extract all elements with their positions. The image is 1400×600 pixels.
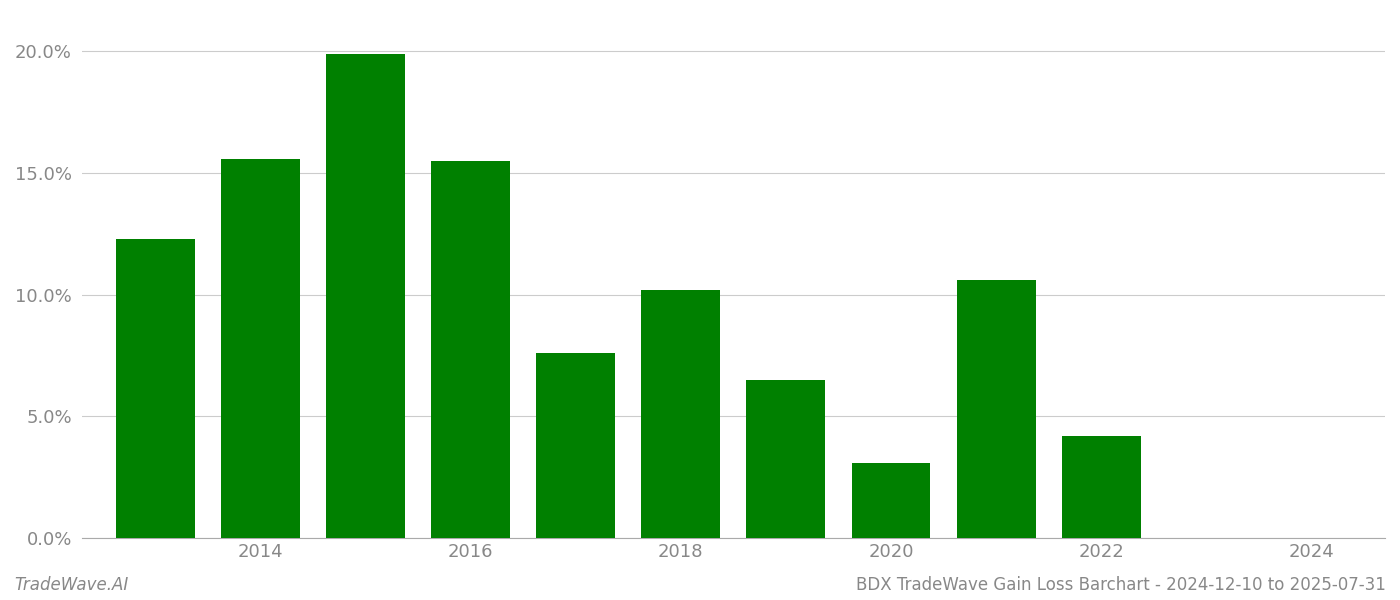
Text: BDX TradeWave Gain Loss Barchart - 2024-12-10 to 2025-07-31: BDX TradeWave Gain Loss Barchart - 2024-…: [857, 576, 1386, 594]
Bar: [116, 239, 195, 538]
Bar: [431, 161, 510, 538]
Bar: [746, 380, 826, 538]
Bar: [641, 290, 720, 538]
Bar: [956, 280, 1036, 538]
Bar: [1061, 436, 1141, 538]
Bar: [851, 463, 931, 538]
Bar: [221, 158, 300, 538]
Bar: [536, 353, 615, 538]
Text: TradeWave.AI: TradeWave.AI: [14, 576, 129, 594]
Bar: [326, 54, 405, 538]
